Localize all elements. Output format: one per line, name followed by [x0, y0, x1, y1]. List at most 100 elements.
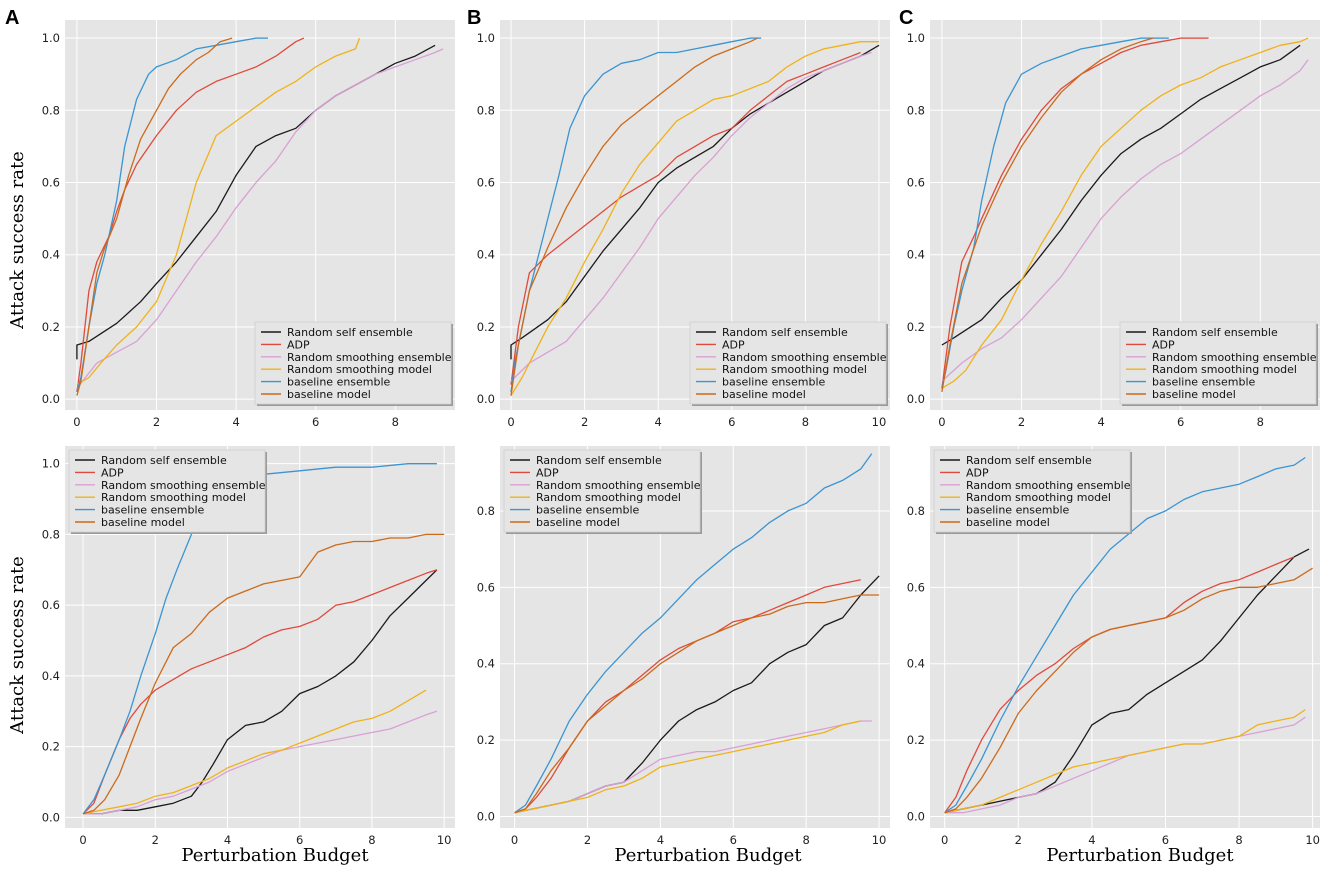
legend-label: baseline ensemble	[722, 376, 826, 389]
legend-label: Random smoothing model	[966, 491, 1111, 504]
legend-label: ADP	[536, 466, 559, 479]
x-tick-label: 10	[872, 415, 887, 429]
x-tick-label: 8	[1257, 415, 1264, 429]
x-tick-label: 2	[153, 415, 160, 429]
legend-label: Random self ensemble	[966, 454, 1092, 467]
y-tick-label: 1.0	[907, 31, 925, 45]
legend-label: Random smoothing ensemble	[722, 351, 887, 364]
x-tick-label: 4	[655, 415, 662, 429]
legend-label: baseline ensemble	[101, 504, 205, 517]
series-line-random-smoothing-ensemble	[941, 59, 1309, 382]
legend-label: baseline model	[722, 388, 806, 401]
legend-box	[1119, 321, 1317, 405]
y-tick-label: 0.0	[907, 392, 925, 406]
x-tick-label: 2	[1018, 415, 1025, 429]
legend-label: baseline ensemble	[536, 504, 640, 517]
y-tick-label: 0.6	[477, 176, 495, 190]
y-tick-label: 0.8	[477, 103, 495, 117]
y-tick-label: 0.2	[42, 320, 60, 334]
x-tick-label: 6	[730, 833, 737, 847]
legend-label: Random self ensemble	[101, 454, 227, 467]
y-tick-label: 0.2	[477, 320, 495, 334]
x-tick-label: 8	[802, 415, 809, 429]
series-line-baseline-ensemble	[941, 37, 1169, 389]
legend-label: Random smoothing ensemble	[287, 351, 452, 364]
x-tick-label: 4	[1097, 415, 1104, 429]
y-tick-label: 0.4	[477, 248, 495, 262]
x-tick-label: 2	[1015, 833, 1022, 847]
series-line-random-smoothing-model	[941, 37, 1309, 389]
series-line-baseline-model	[941, 37, 1154, 393]
series-line-random-smoothing-model	[944, 709, 1306, 814]
x-tick-label: 4	[1088, 833, 1095, 847]
panel-letter-a: A	[5, 7, 19, 29]
legend-label: baseline ensemble	[287, 376, 391, 389]
series-line-baseline-model	[76, 37, 233, 396]
x-tick-label: 6	[1177, 415, 1184, 429]
x-tick-label: 8	[392, 415, 399, 429]
y-tick-label: 0.8	[42, 527, 60, 541]
series-line-baseline-model	[514, 594, 880, 814]
series-line-random-smoothing-model	[514, 720, 861, 814]
legend-box	[933, 449, 1131, 533]
x-tick-label: 6	[728, 415, 735, 429]
y-tick-label: 0.0	[42, 392, 60, 406]
series-line-baseline-model	[944, 567, 1313, 814]
y-tick-label: 0.4	[42, 248, 60, 262]
x-axis-label-c: Perturbation Budget	[1046, 845, 1234, 866]
y-tick-label: 0.6	[42, 176, 60, 190]
y-tick-label: 0.4	[42, 669, 60, 683]
series-line-random-smoothing-model	[510, 41, 879, 396]
series-line-random-smoothing-model	[76, 37, 361, 386]
series-line-random-self-ensemble	[944, 548, 1310, 814]
y-tick-label: 0.0	[42, 810, 60, 824]
panel-letter-b: B	[467, 7, 481, 29]
legend-label: Random self ensemble	[722, 326, 848, 339]
legend-label: Random self ensemble	[536, 454, 662, 467]
legend-label: ADP	[722, 338, 745, 351]
x-tick-label: 2	[584, 833, 591, 847]
legend-label: ADP	[1152, 338, 1175, 351]
y-tick-label: 0.8	[907, 103, 925, 117]
y-tick-label: 0.2	[477, 733, 495, 747]
series-line-random-smoothing-ensemble	[76, 48, 444, 389]
y-axis-label-top: Attack success rate	[7, 151, 28, 330]
legend-label: Random smoothing ensemble	[101, 479, 266, 492]
series-line-adp	[510, 51, 861, 385]
series-line-adp	[514, 579, 861, 814]
y-tick-label: 0.0	[477, 810, 495, 824]
legend-label: Random smoothing ensemble	[1152, 351, 1317, 364]
legend-label: Random smoothing model	[536, 491, 681, 504]
x-tick-label: 2	[152, 833, 159, 847]
y-tick-label: 0.2	[907, 733, 925, 747]
y-tick-label: 1.0	[42, 457, 60, 471]
x-tick-label: 10	[872, 833, 887, 847]
series-line-baseline-model	[510, 37, 758, 396]
x-tick-label: 0	[79, 833, 86, 847]
series-line-random-smoothing-ensemble	[83, 710, 438, 815]
chart-c-bottom: 0 2 4 6 8 10 0.0 0.2 0.4 0.6 0.8 Random self ensemb…	[907, 446, 1320, 847]
series-line-baseline-ensemble	[944, 456, 1306, 814]
y-tick-label: 0.4	[907, 657, 925, 671]
x-tick-label: 4	[657, 833, 664, 847]
legend-box	[68, 449, 266, 533]
chart-b-bottom: 0 2 4 6 8 10 0.0 0.2 0.4 0.6 0.8 Random self ensemb…	[477, 446, 890, 847]
legend-label: Random smoothing model	[722, 363, 867, 376]
x-tick-label: 8	[368, 833, 375, 847]
legend-box	[503, 449, 701, 533]
y-tick-label: 0.6	[477, 580, 495, 594]
y-tick-label: 0.2	[907, 320, 925, 334]
y-tick-label: 0.6	[42, 598, 60, 612]
y-tick-label: 0.8	[477, 504, 495, 518]
y-tick-label: 0.0	[477, 392, 495, 406]
legend-label: ADP	[287, 338, 310, 351]
legend-label: baseline model	[1152, 388, 1236, 401]
y-tick-label: 0.8	[907, 504, 925, 518]
legend-label: Random smoothing ensemble	[966, 479, 1131, 492]
chart-a-top: 0 2 4 6 8 0.0 0.2 0.4 0.6 0.8 1.0 Random self ensem…	[42, 20, 455, 429]
y-tick-label: 0.6	[907, 176, 925, 190]
